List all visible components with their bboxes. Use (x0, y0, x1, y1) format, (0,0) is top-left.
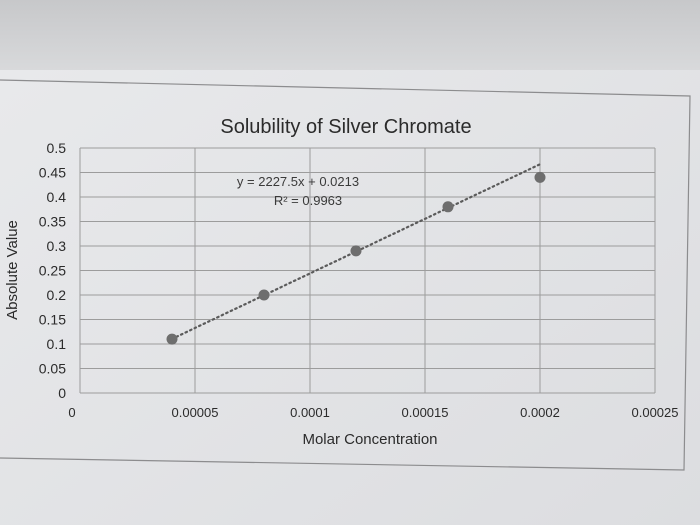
x-axis-label: Molar Concentration (302, 431, 437, 448)
y-tick-label: 0.45 (39, 165, 66, 181)
trendline-equation: y = 2227.5x + 0.0213 (237, 174, 359, 189)
x-tick-label: 0 (68, 405, 75, 420)
trendline-r-squared: R² = 0.9963 (274, 193, 342, 208)
y-tick-label: 0.35 (39, 214, 66, 230)
chart-title: Solubility of Silver Chromate (220, 116, 471, 138)
x-tick-label: 0.00015 (402, 405, 449, 420)
data-point (166, 333, 178, 345)
data-point (350, 245, 362, 257)
y-tick-label: 0.4 (47, 189, 67, 205)
y-tick-label: 0.25 (39, 263, 66, 279)
y-axis-label: Absolute Value (4, 220, 21, 320)
x-tick-label: 0.0001 (290, 405, 330, 420)
y-tick-label: 0.15 (39, 312, 66, 328)
x-tick-label: 0.00025 (632, 405, 679, 420)
y-tick-label: 0.05 (39, 361, 66, 377)
data-point (258, 289, 270, 301)
trendline (170, 163, 542, 341)
paper-top-shade (0, 0, 700, 70)
y-tick-label: 0.3 (47, 238, 67, 254)
y-tick-label: 0 (58, 385, 66, 401)
y-tick-label: 0.1 (47, 336, 67, 352)
x-tick-label: 0.0002 (520, 405, 560, 420)
y-tick-label: 0.5 (47, 140, 67, 156)
data-point (442, 201, 454, 213)
data-point (534, 171, 546, 183)
chart-area-border (0, 79, 691, 471)
y-tick-label: 0.2 (47, 287, 67, 303)
x-tick-label: 0.00005 (172, 405, 219, 420)
